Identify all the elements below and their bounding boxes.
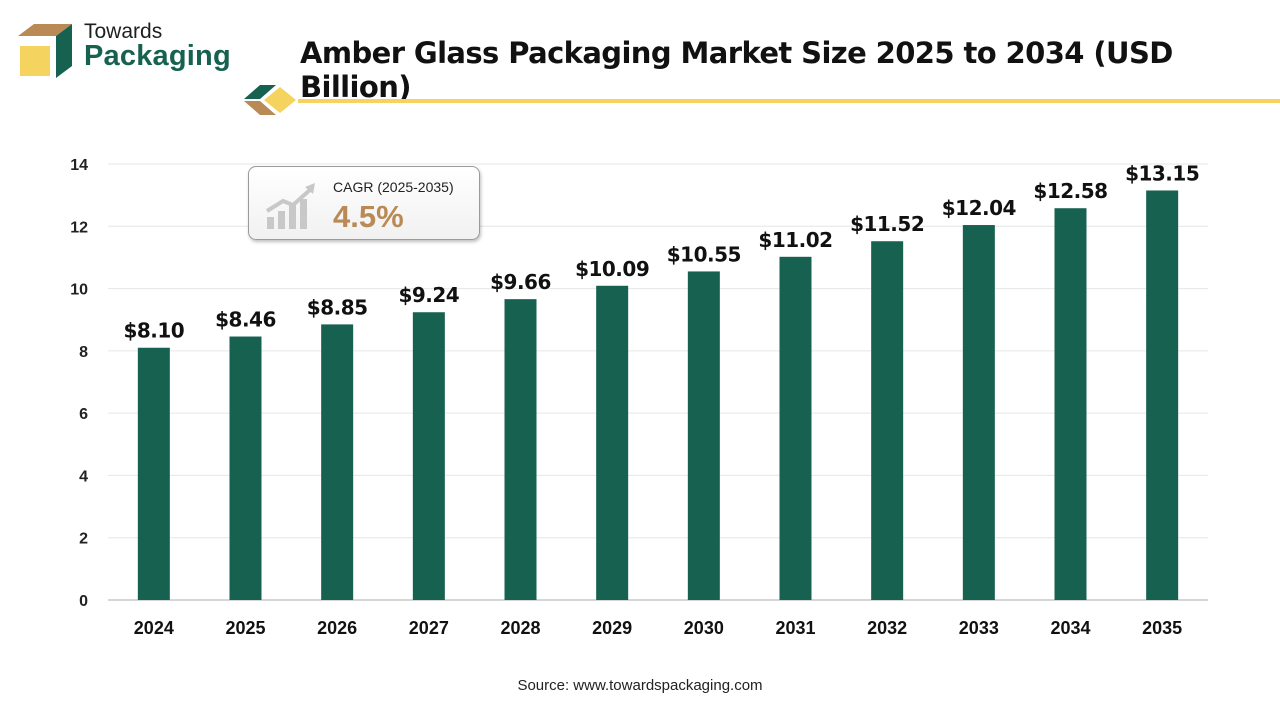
brand-name-line2: Packaging [84, 40, 231, 72]
bar [779, 256, 812, 600]
bar [962, 225, 995, 600]
growth-chart-icon [265, 183, 315, 229]
box-icon [18, 24, 72, 78]
cagr-label: CAGR (2025-2035) [333, 179, 454, 195]
bar [1146, 190, 1179, 600]
y-tick-label: 8 [79, 344, 88, 361]
x-tick-label: 2030 [684, 618, 724, 638]
data-label: $11.52 [850, 212, 924, 236]
data-label: $12.04 [942, 196, 1016, 220]
cagr-value: 4.5% [333, 199, 404, 234]
data-label: $10.09 [575, 257, 649, 281]
bar [871, 241, 904, 600]
x-tick-label: 2028 [500, 618, 540, 638]
x-tick-label: 2024 [134, 618, 174, 638]
y-tick-label: 10 [70, 282, 88, 299]
bar [504, 299, 537, 600]
source-note: Source: www.towardspackaging.com [517, 677, 763, 694]
data-label: $9.24 [398, 283, 459, 307]
data-label: $10.55 [667, 242, 741, 266]
brand-logo: Towards Packaging [18, 20, 258, 82]
y-tick-label: 2 [79, 531, 88, 548]
data-label: $9.66 [490, 270, 551, 294]
x-tick-label: 2035 [1142, 618, 1182, 638]
data-label: $8.46 [215, 308, 276, 332]
x-tick-label: 2027 [409, 618, 449, 638]
cagr-callout: CAGR (2025-2035) 4.5% [248, 166, 480, 240]
bar [412, 312, 445, 600]
y-tick-label: 4 [79, 468, 88, 485]
x-tick-label: 2032 [867, 618, 907, 638]
bar [321, 324, 354, 600]
x-tick-label: 2031 [775, 618, 815, 638]
y-tick-label: 12 [70, 219, 88, 236]
bar [229, 336, 262, 600]
bar [1054, 208, 1087, 601]
data-label: $8.10 [123, 319, 184, 343]
bar-chart: 0 2 4 6 8 10 12 14 $8.10 2024 $8.46 2025 $8.85 2026 $9… [70, 157, 1208, 638]
x-tick-label: 2034 [1050, 618, 1090, 638]
header-divider [244, 85, 1280, 115]
bar [137, 347, 170, 600]
brand-name-line1: Towards [84, 20, 163, 43]
data-label: $12.58 [1033, 179, 1107, 203]
y-tick-label: 0 [79, 593, 88, 610]
data-label: $13.15 [1125, 161, 1199, 185]
y-tick-label: 14 [70, 157, 88, 174]
x-tick-label: 2029 [592, 618, 632, 638]
data-label: $8.85 [307, 295, 368, 319]
page-title: Amber Glass Packaging Market Size 2025 t… [300, 36, 1173, 104]
x-tick-label: 2026 [317, 618, 357, 638]
data-label: $11.02 [758, 228, 832, 252]
y-tick-label: 6 [79, 406, 88, 423]
bar [687, 271, 720, 600]
x-tick-label: 2033 [959, 618, 999, 638]
bar [596, 285, 629, 600]
x-tick-label: 2025 [225, 618, 265, 638]
